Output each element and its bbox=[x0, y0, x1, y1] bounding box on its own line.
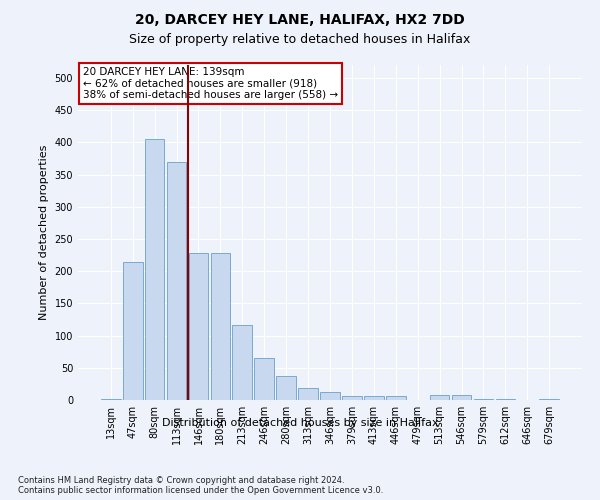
Bar bbox=[386, 396, 406, 400]
Bar bbox=[320, 392, 340, 400]
Bar bbox=[364, 396, 384, 400]
Bar bbox=[211, 253, 230, 400]
Text: Size of property relative to detached houses in Halifax: Size of property relative to detached ho… bbox=[130, 32, 470, 46]
Y-axis label: Number of detached properties: Number of detached properties bbox=[39, 145, 49, 320]
Bar bbox=[342, 396, 362, 400]
Bar bbox=[473, 398, 493, 400]
Bar bbox=[452, 395, 472, 400]
Bar bbox=[298, 388, 318, 400]
Text: Contains HM Land Registry data © Crown copyright and database right 2024.
Contai: Contains HM Land Registry data © Crown c… bbox=[18, 476, 383, 495]
Bar bbox=[430, 395, 449, 400]
Bar bbox=[101, 398, 121, 400]
Bar bbox=[254, 358, 274, 400]
Bar bbox=[188, 253, 208, 400]
Bar bbox=[123, 262, 143, 400]
Text: 20, DARCEY HEY LANE, HALIFAX, HX2 7DD: 20, DARCEY HEY LANE, HALIFAX, HX2 7DD bbox=[135, 12, 465, 26]
Bar bbox=[276, 376, 296, 400]
Bar bbox=[167, 162, 187, 400]
Text: 20 DARCEY HEY LANE: 139sqm
← 62% of detached houses are smaller (918)
38% of sem: 20 DARCEY HEY LANE: 139sqm ← 62% of deta… bbox=[83, 66, 338, 100]
Bar bbox=[232, 324, 252, 400]
Bar bbox=[145, 139, 164, 400]
Text: Distribution of detached houses by size in Halifax: Distribution of detached houses by size … bbox=[161, 418, 439, 428]
